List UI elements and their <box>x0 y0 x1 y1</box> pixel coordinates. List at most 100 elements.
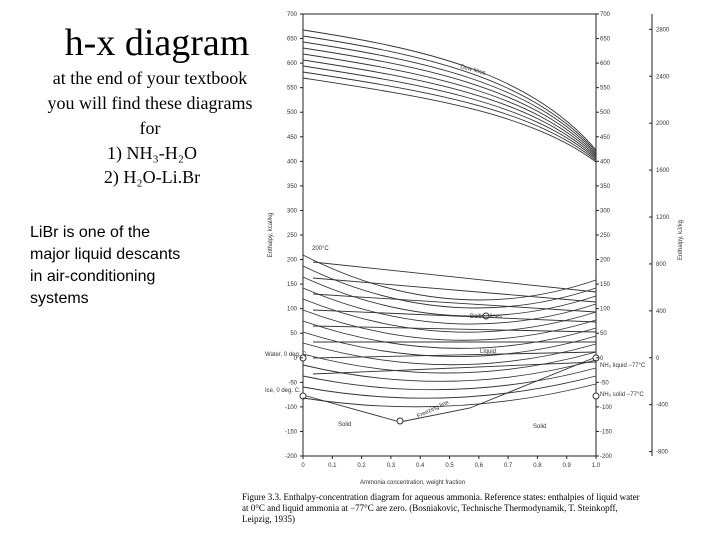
dew-curve <box>302 47 597 155</box>
y-tick-label-right: 250 <box>600 233 611 239</box>
y2-tick-label: 0 <box>656 356 660 362</box>
boiling-curve <box>302 276 597 317</box>
boiling-curve <box>302 351 597 374</box>
y2-tick-label: 2400 <box>656 74 670 80</box>
y-tick-label-right: 400 <box>600 159 611 165</box>
point-label: Water, 0 deg. C. <box>265 352 308 358</box>
intro-line: for <box>140 118 161 138</box>
x-tick-label: 0.4 <box>416 463 425 469</box>
list-item: 1) NH₃-H₂O <box>107 143 197 164</box>
x-tick-label: 0.6 <box>475 463 484 469</box>
y-tick-label: -50 <box>288 380 297 386</box>
isotherm <box>312 261 597 293</box>
x-tick-label: 1.0 <box>592 463 601 469</box>
y-tick-label-right: -50 <box>600 380 609 386</box>
x-tick-label: 0.5 <box>445 463 454 469</box>
x-tick-label: 0.1 <box>328 463 337 469</box>
y-tick-label-right: 500 <box>600 110 611 116</box>
y-tick-label-right: 600 <box>600 61 611 67</box>
y2-axis-label: Enthalpy, kJ/kg <box>678 220 684 260</box>
note-line: in air-conditioning <box>30 268 155 285</box>
y2-tick-label: 2800 <box>656 27 670 33</box>
list-item: 2) H₂O-Li.Br <box>104 167 200 188</box>
y-tick-label: 550 <box>287 86 298 92</box>
x-tick-label: 0.7 <box>504 463 513 469</box>
dew-curve <box>302 41 597 154</box>
boiling-curve <box>302 309 597 341</box>
slide-title: h-x diagram <box>65 22 250 64</box>
y-tick-label-right: -200 <box>600 454 613 460</box>
x-tick-label: 0.9 <box>563 463 572 469</box>
isotherm <box>312 309 597 323</box>
intro-line: you will find these diagrams <box>48 93 253 113</box>
boiling-curve <box>302 320 597 349</box>
curve-label: Freezing line <box>416 400 450 420</box>
y-tick-label: 50 <box>290 331 297 337</box>
y-tick-label-right: 50 <box>600 331 607 337</box>
y2-tick-label: -400 <box>656 403 669 409</box>
boiling-curve <box>302 375 597 399</box>
point-label: NH₃ solid −77°C <box>600 392 644 398</box>
region-label: Liquid <box>480 349 496 355</box>
y-tick-label: 650 <box>287 37 298 43</box>
curve-label: 200°C <box>312 246 329 252</box>
y2-tick-label: 1200 <box>656 215 670 221</box>
y-tick-label-right: 150 <box>600 282 611 288</box>
x-tick-label: 0.2 <box>357 463 366 469</box>
y-tick-label: 200 <box>287 258 298 264</box>
dew-curve <box>302 53 597 157</box>
y-tick-label-right: 200 <box>600 258 611 264</box>
boiling-curve <box>302 254 597 301</box>
isotherm <box>312 293 597 313</box>
point <box>592 392 600 400</box>
dew-curve <box>302 35 597 152</box>
y-tick-label-right: -100 <box>600 405 613 411</box>
dew-curve <box>302 71 597 161</box>
dew-curve <box>302 65 597 160</box>
x-tick-label: 0.8 <box>533 463 542 469</box>
x-axis-label: Ammonia concentration, weight fraction <box>360 480 465 486</box>
y-tick-label: 300 <box>287 208 298 214</box>
isotherm <box>312 351 597 359</box>
y-tick-label-right: 700 <box>600 12 611 18</box>
diagram: Enthalpy, kcal/kg Enthalpy, kJ/kg Ammoni… <box>242 12 684 524</box>
y-tick-label: -150 <box>285 429 298 435</box>
y-tick-label-right: 450 <box>600 135 611 141</box>
y-tick-label: 100 <box>287 307 298 313</box>
dew-curve <box>302 59 597 158</box>
y-tick-label-right: 100 <box>600 307 611 313</box>
note-line: major liquid descants <box>30 246 180 263</box>
isotherm <box>312 361 597 375</box>
y2-tick-label: -800 <box>656 450 669 456</box>
x-tick-label: 0 <box>301 463 305 469</box>
boiling-curve <box>302 367 597 391</box>
point <box>396 417 404 425</box>
y-tick-label: 700 <box>287 12 298 18</box>
caption-line: at 0°C and liquid ammonia at −77°C are z… <box>242 503 618 513</box>
y-tick-label: 350 <box>287 184 298 190</box>
region-label: Solid <box>533 424 546 430</box>
point <box>299 392 307 400</box>
y-tick-label-right: 0 <box>600 356 604 362</box>
y-tick-label: 450 <box>287 135 298 141</box>
region-label: Solid <box>338 422 351 428</box>
boiling-curve <box>302 383 597 408</box>
y-tick-label-right: -150 <box>600 429 613 435</box>
caption-line: Leipzig, 1935) <box>242 514 295 524</box>
y-tick-label-right: 300 <box>600 208 611 214</box>
point-label: NH₃ liquid −77°C <box>600 363 646 369</box>
boiling-curve <box>302 331 597 357</box>
y-axis-label: Enthalpy, kcal/kg <box>268 213 274 258</box>
isotherm <box>312 277 597 303</box>
y-tick-label: -100 <box>285 405 298 411</box>
intro-line: at the end of your textbook <box>53 68 247 88</box>
dew-curve <box>302 77 597 163</box>
y-tick-label: 0 <box>294 356 298 362</box>
y-tick-label: 250 <box>287 233 298 239</box>
x-tick-label: 0.3 <box>387 463 396 469</box>
point-label: Ice, 0 deg. C. <box>265 388 301 394</box>
y2-tick-label: 800 <box>656 262 667 268</box>
boiling-curve <box>302 342 597 366</box>
y2-tick-label: 1600 <box>656 168 670 174</box>
